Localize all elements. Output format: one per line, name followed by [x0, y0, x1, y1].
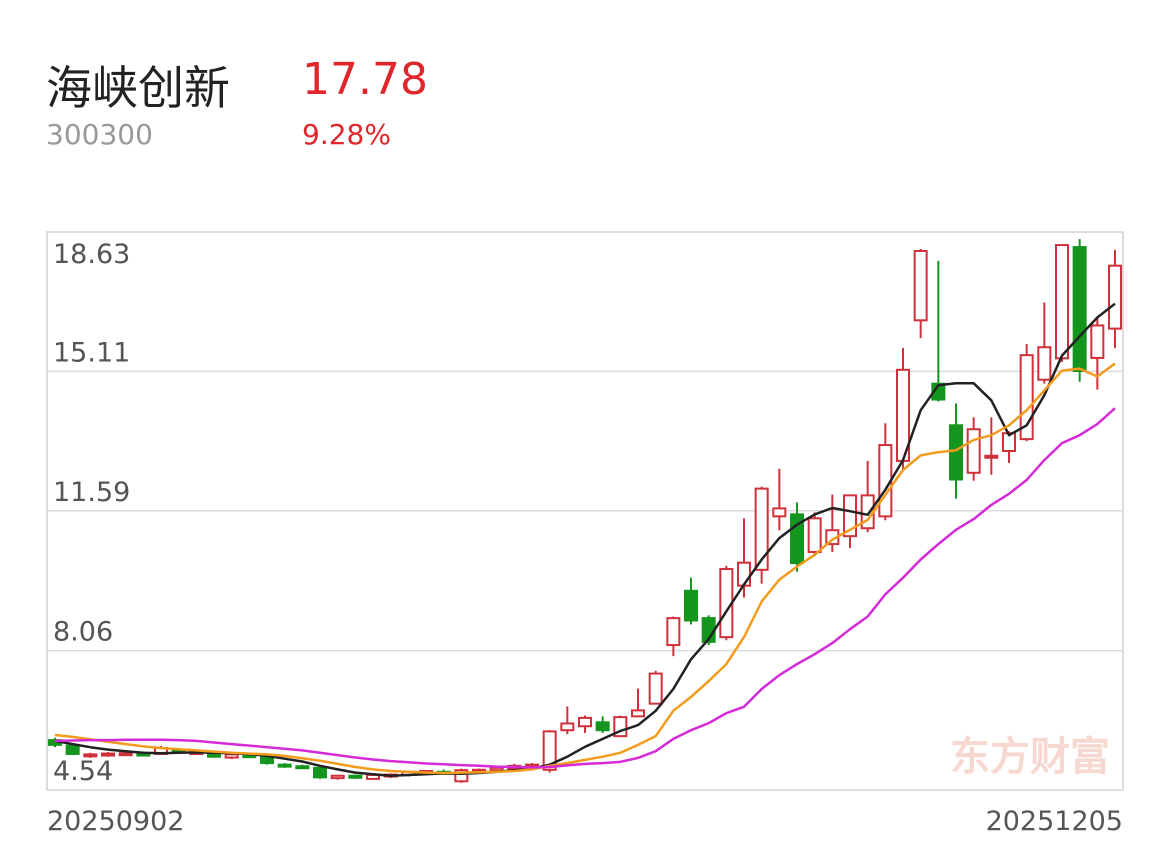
ma-line	[54, 302, 1116, 777]
candle-body	[754, 487, 769, 571]
candle-body	[807, 517, 822, 553]
candle-body	[984, 454, 999, 459]
candle-body	[736, 561, 752, 587]
stock-name: 海峡创新	[46, 61, 230, 115]
y-tick-label: 15.11	[53, 337, 130, 368]
candle-body	[312, 766, 328, 779]
ma-line	[54, 362, 1116, 775]
ma-line	[54, 407, 1116, 769]
watermark: 东方财富	[950, 734, 1110, 780]
stock-price: 17.78	[302, 54, 428, 105]
candle-body	[65, 744, 80, 755]
candle-body	[595, 721, 610, 732]
candle-body	[630, 709, 646, 718]
candle-body	[1107, 264, 1123, 330]
y-tick-label: 4.54	[53, 756, 113, 787]
candle-body	[666, 617, 681, 647]
candle-body	[1090, 324, 1105, 359]
candle-body	[83, 753, 98, 758]
candle-body	[1054, 244, 1070, 360]
candle-body	[648, 672, 663, 705]
candle-body	[772, 507, 787, 518]
candle-body	[1037, 346, 1052, 381]
candle-body	[100, 752, 116, 757]
candle-body	[454, 769, 469, 783]
candle-body	[489, 766, 504, 772]
candle-body	[577, 716, 593, 728]
candle-body	[206, 752, 222, 758]
candle-body	[277, 763, 292, 768]
candle-body	[1072, 246, 1087, 373]
candle-body	[560, 722, 575, 732]
candle-body	[348, 774, 363, 779]
candle-body	[948, 424, 964, 481]
candle-body	[118, 752, 133, 757]
x-start-label: 20250902	[47, 806, 184, 837]
x-end-label: 20251205	[986, 806, 1123, 837]
candle-body	[330, 774, 345, 780]
candle-body	[842, 494, 858, 538]
stock-change: 9.28%	[302, 118, 391, 151]
candle-body	[295, 765, 310, 770]
y-tick-label: 8.06	[53, 617, 113, 648]
candle-body	[542, 730, 557, 771]
candle-body	[224, 753, 239, 759]
stock-code: 300300	[46, 118, 153, 151]
candle-body	[913, 250, 928, 322]
y-tick-label: 11.59	[53, 477, 130, 508]
candle-body	[683, 589, 699, 622]
candle-body	[966, 428, 981, 474]
y-tick-label: 18.63	[53, 239, 130, 270]
